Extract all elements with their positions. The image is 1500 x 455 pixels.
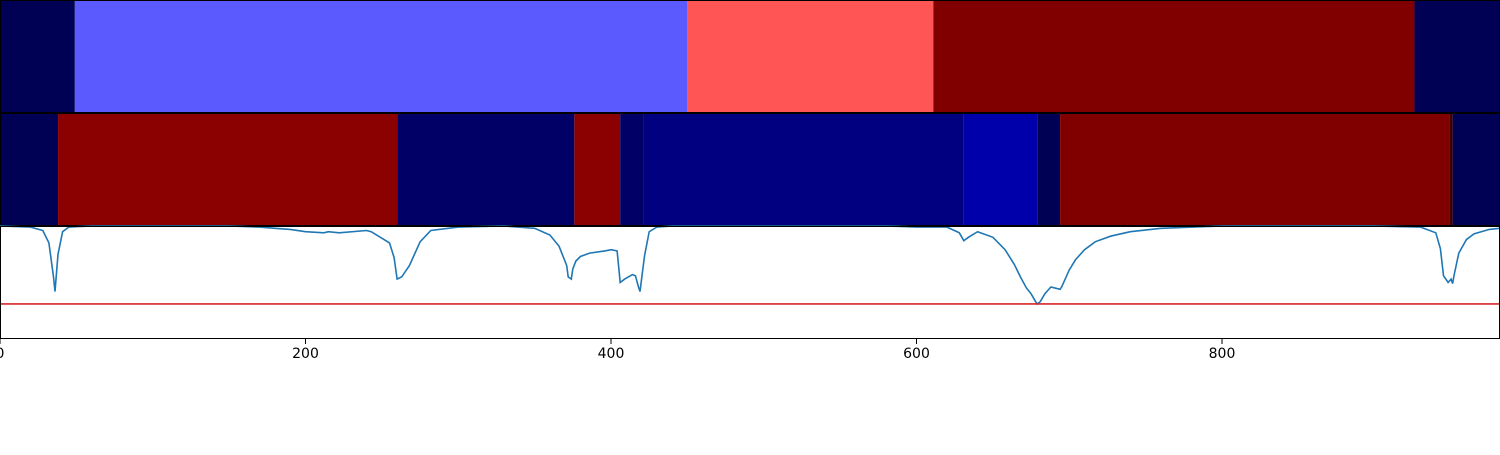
heatmap-segment xyxy=(74,0,688,113)
series-line xyxy=(0,225,1500,306)
heatmap-segment xyxy=(963,113,1038,226)
heatmap-panel-top xyxy=(0,0,1500,113)
heatmap-segment xyxy=(1452,113,1500,226)
x-tick-label: 600 xyxy=(903,346,930,362)
x-tick-label: 0 xyxy=(0,346,4,362)
heatmap-segment xyxy=(1037,113,1061,226)
heatmap-segment xyxy=(0,113,59,226)
heatmap-segment xyxy=(620,113,644,226)
x-tick-label: 800 xyxy=(1209,346,1236,362)
heatmap-segment xyxy=(933,0,1415,113)
heatmap-segment xyxy=(0,0,75,113)
heatmap-segment xyxy=(687,0,934,113)
line-panel xyxy=(0,225,1500,339)
heatmap-segment xyxy=(58,113,398,226)
heatmap-segment xyxy=(1414,0,1500,113)
heatmap-segment xyxy=(1060,113,1450,226)
x-tick-label: 400 xyxy=(598,346,625,362)
heatmap-segment xyxy=(643,113,964,226)
heatmap-segment xyxy=(574,113,621,226)
x-tick-label: 200 xyxy=(292,346,319,362)
panel-frame xyxy=(0,226,1500,339)
heatmap-segment xyxy=(397,113,575,226)
heatmap-panel-middle xyxy=(0,113,1500,226)
heatmap-segment xyxy=(1449,113,1453,226)
x-axis: 0 200 400 600 800 xyxy=(0,339,1235,362)
